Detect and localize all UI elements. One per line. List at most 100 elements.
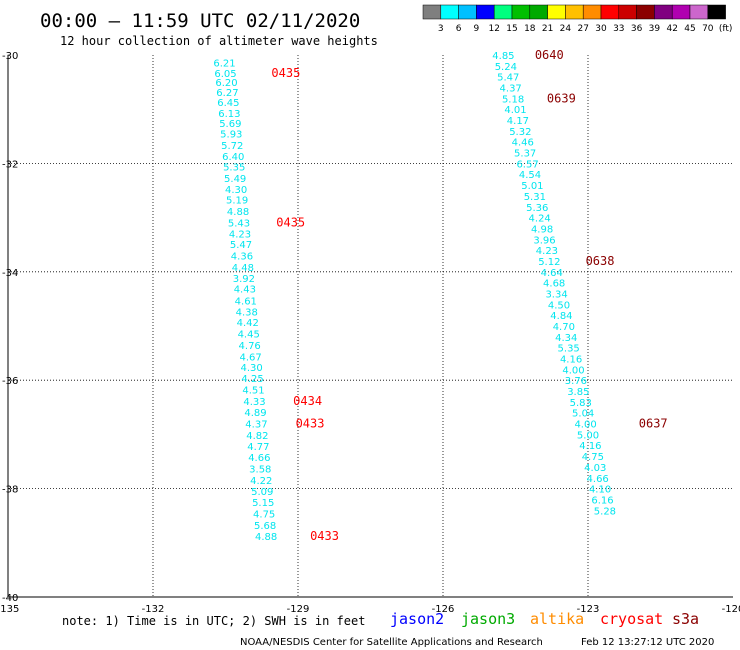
wave-height-value: 5.19 [226, 196, 248, 207]
colorbar-legend: 3 6 9 12 15 18 21 24 27 30 33 36 39 42 45 70 (ft) [422, 4, 733, 34]
wave-height-value: 3.34 [545, 289, 567, 300]
colorbar-label: 18 [524, 24, 536, 34]
wave-height-value: 4.10 [589, 485, 611, 496]
time-annotation: 0638 [586, 254, 615, 268]
colorbar-label: 6 [456, 24, 462, 34]
wave-height-value: 6.27 [216, 88, 238, 99]
satellite-name: s3a [672, 610, 699, 628]
wave-height-value: 4.54 [519, 170, 541, 181]
wave-height-value: 4.51 [242, 385, 264, 396]
colorbar-label: 27 [577, 24, 588, 34]
wave-height-value: 4.82 [246, 431, 268, 442]
time-annotation: 0435 [276, 215, 305, 229]
wave-height-value: 5.35 [558, 344, 580, 355]
wave-height-value: 4.98 [531, 224, 553, 235]
satellite-legend: jason2 jason3 altika cryosat s3a [390, 610, 699, 628]
colorbar-swatch [493, 4, 513, 20]
wave-height-value: 4.37 [500, 84, 522, 95]
colorbar-label: 42 [666, 24, 677, 34]
x-tick-label: -129 [287, 604, 310, 615]
wave-height-value: 5.31 [524, 192, 546, 203]
y-tick-label: -36 [2, 376, 18, 387]
colorbar-swatch [529, 4, 548, 20]
wave-height-value: 4.38 [236, 307, 258, 318]
x-tick-label: -120 [722, 604, 740, 615]
time-annotation: 0434 [293, 394, 322, 408]
time-annotation: 0433 [310, 529, 339, 543]
wave-height-value: 4.76 [239, 341, 261, 352]
y-tick-label: -32 [2, 159, 18, 170]
wave-height-value: 3.58 [249, 465, 271, 476]
wave-height-value: 4.30 [225, 185, 247, 196]
wave-height-value: 4.00 [574, 420, 596, 431]
wave-height-value: 5.04 [572, 409, 594, 420]
colorbar-swatch [422, 4, 442, 20]
colorbar-swatch [565, 4, 584, 20]
wave-height-value: 4.64 [541, 268, 563, 279]
colorbar-swatch [618, 4, 637, 20]
wave-height-value: 5.47 [230, 240, 252, 251]
chart-title: 00:00 – 11:59 UTC 02/11/2020 [40, 10, 360, 32]
colorbar-swatch [654, 4, 673, 20]
wave-height-value: 4.37 [245, 420, 267, 431]
wave-height-value: 5.24 [495, 62, 517, 73]
wave-height-value: 4.17 [507, 116, 529, 127]
colorbar-label: 12 [488, 24, 499, 34]
satellite-name: cryosat [600, 610, 663, 628]
wave-height-value: 4.46 [512, 138, 534, 149]
colorbar-swatch [511, 4, 531, 20]
colorbar-label: 9 [474, 24, 480, 34]
colorbar-swatch [440, 4, 459, 20]
wave-height-value: 4.66 [248, 453, 270, 464]
x-tick-label: -135 [0, 604, 19, 615]
x-tick-label: -123 [577, 604, 600, 615]
wave-height-value: 3.96 [533, 235, 555, 246]
wave-height-value: 4.48 [232, 263, 254, 274]
colorbar-label: (ft) [719, 24, 733, 34]
colorbar-label: 45 [684, 24, 695, 34]
colorbar-label: 36 [631, 24, 643, 34]
time-annotation: 0637 [639, 417, 668, 431]
wave-height-value: 4.16 [560, 355, 582, 366]
colorbar-swatch [671, 4, 691, 20]
wave-height-value: 4.75 [582, 452, 604, 463]
wave-height-value: 6.21 [213, 59, 235, 70]
wave-height-value: 5.28 [594, 506, 616, 517]
colorbar-swatch [600, 4, 620, 20]
axes: -135 -132 -129 -126 -123 -120 -30 -32 -34 -36 -38 -… [0, 51, 740, 615]
wave-height-value: 5.12 [538, 257, 560, 268]
wave-height-value: 4.03 [584, 463, 606, 474]
wave-height-value: 5.36 [526, 203, 548, 214]
grid-lines [8, 55, 733, 597]
wave-height-value: 4.33 [243, 397, 265, 408]
wave-height-value: 5.32 [509, 127, 531, 138]
wave-height-value: 4.24 [529, 214, 551, 225]
x-tick-label: -126 [432, 604, 455, 615]
wave-height-value: 6.40 [222, 152, 244, 163]
colorbar-label: 15 [506, 24, 517, 34]
satellite-name: jason2 [390, 610, 444, 628]
wave-height-value: 5.83 [570, 398, 592, 409]
wave-height-value: 5.00 [577, 430, 599, 441]
wave-height-value: 4.22 [250, 476, 272, 487]
y-tick-label: -40 [2, 593, 18, 604]
colorbar-swatch [636, 4, 655, 20]
wave-height-value: 5.47 [497, 73, 519, 84]
wave-height-value: 6.45 [217, 98, 239, 109]
wave-height-value: 5.68 [254, 521, 276, 532]
time-annotation: 0433 [296, 417, 325, 431]
wave-height-value: 3.85 [567, 387, 589, 398]
wave-height-value: 4.50 [548, 300, 570, 311]
x-tick-label: -132 [142, 604, 165, 615]
satellite-name: jason3 [461, 610, 515, 628]
wave-height-value: 6.05 [214, 69, 236, 80]
wave-height-value: 4.23 [536, 246, 558, 257]
wave-height-value: 6.57 [516, 159, 538, 170]
time-annotation: 0435 [271, 66, 300, 80]
wave-height-value: 5.43 [228, 218, 250, 229]
wave-height-value: 5.37 [514, 149, 536, 160]
colorbar-swatch [458, 4, 477, 20]
wave-height-value: 4.23 [229, 229, 251, 240]
chart-subtitle: 12 hour collection of altimeter wave hei… [60, 34, 378, 48]
